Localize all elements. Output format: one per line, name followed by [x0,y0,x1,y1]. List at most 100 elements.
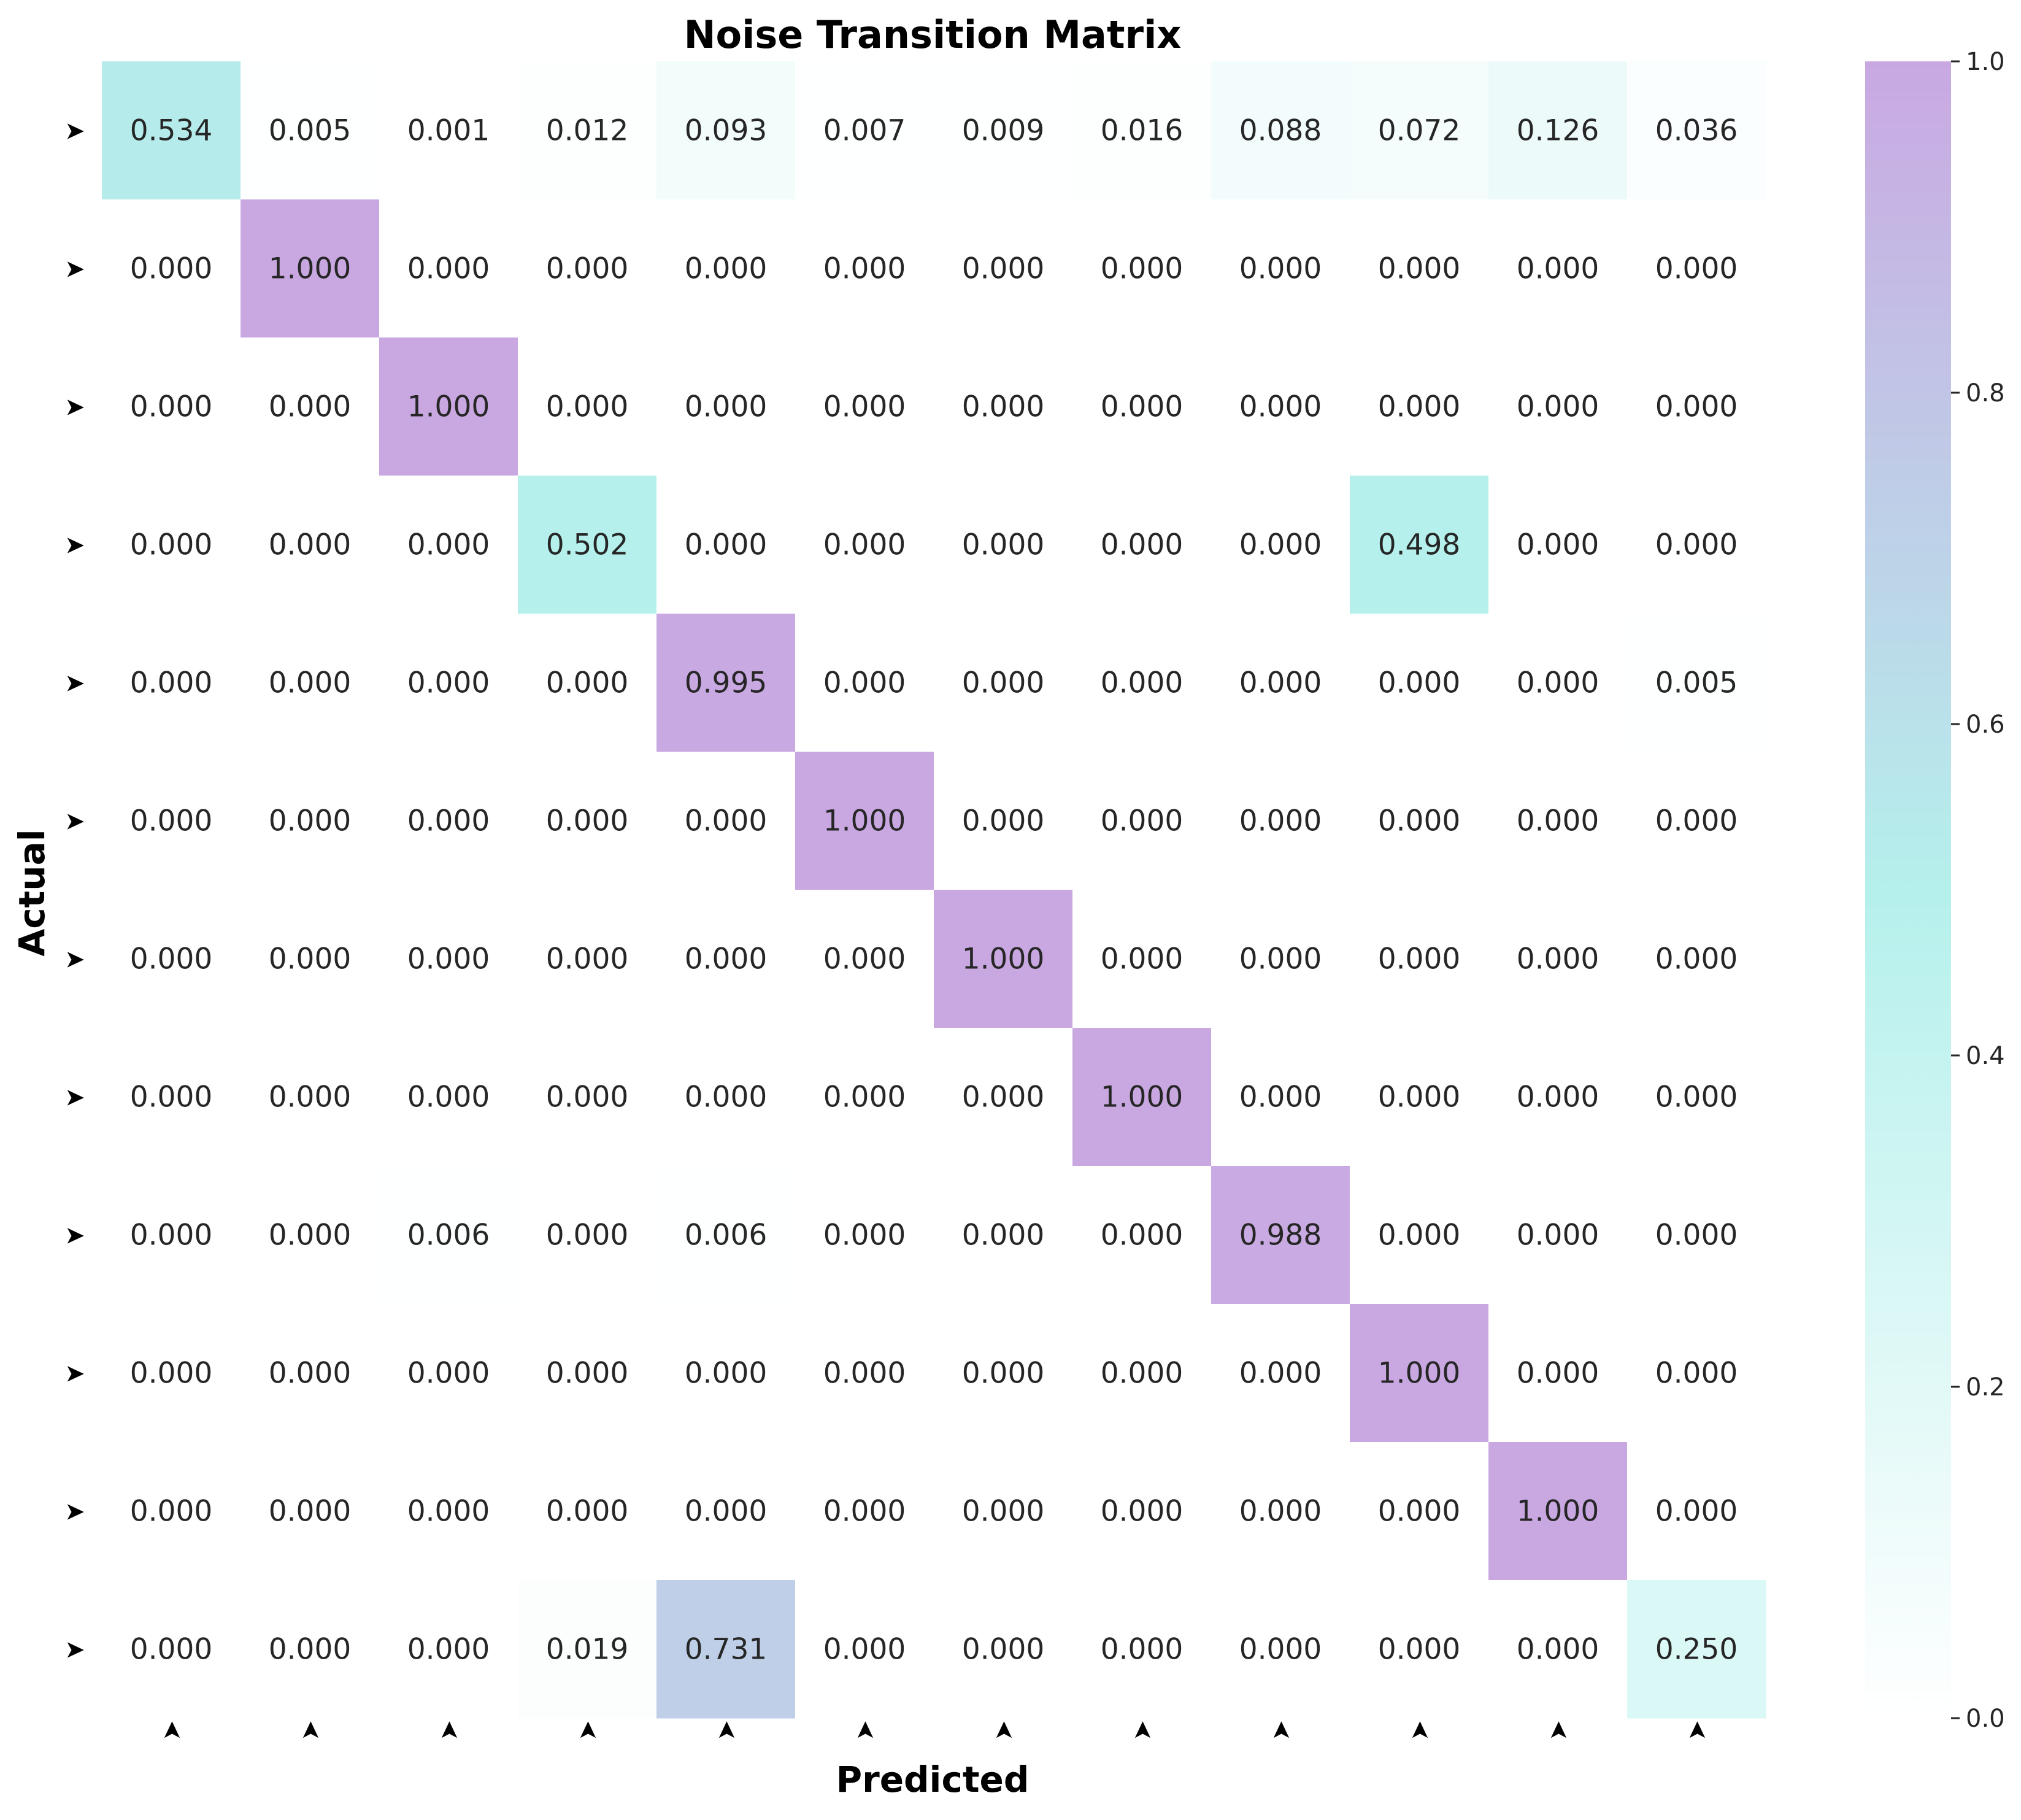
heatmap-cell [934,1442,1073,1581]
cell-value-label: 0.988 [1239,1219,1322,1252]
heatmap-cell [1350,614,1489,752]
heatmap-cell [1488,337,1628,476]
heatmap-cell [1072,1028,1212,1166]
heatmap-cell [1072,476,1212,614]
cell-value-label: 0.000 [1239,943,1322,976]
cell-value-label: 0.000 [962,1633,1045,1667]
cell-value-label: 0.000 [269,1495,352,1529]
cell-value-label: 0.000 [130,1495,213,1529]
row-tick-marker: ➤ [64,393,85,422]
cell-value-label: 0.000 [1101,390,1184,424]
cell-value-label: 0.000 [269,1081,352,1114]
cell-value-label: 0.000 [962,666,1045,700]
cell-value-label: 0.000 [1239,252,1322,286]
heatmap-cell [1488,476,1628,614]
cell-value-label: 0.000 [130,1219,213,1252]
cell-value-label: 0.000 [130,1633,213,1667]
cell-value-label: 0.000 [962,1495,1045,1529]
colorbar-tick-label: 0.0 [1966,1705,2005,1733]
column-tick-marker: ➤ [1406,1720,1434,1741]
heatmap-cell [1072,614,1212,752]
cell-value-label: 0.995 [685,666,768,700]
heatmap-cell [102,1442,241,1581]
cell-value-label: 0.001 [407,114,490,148]
heatmap-cell [379,1442,518,1581]
heatmap-cell [518,476,657,614]
heatmap-cell [1350,337,1489,476]
colorbar-tick-label: 1.0 [1966,48,2005,76]
heatmap-cell [1627,1304,1766,1443]
heatmap-cell [934,1028,1073,1166]
cell-value-label: 0.000 [1239,666,1322,700]
cell-value-label: 0.000 [1378,1495,1461,1529]
heatmap-cell-labels: 0.534 0.005 0.001 0.012 0.093 0.007 0.009 0.016… [130,114,1738,1667]
heatmap-cell [1488,1580,1628,1719]
cell-value-label: 1.000 [1517,1495,1599,1529]
heatmap-cell [795,1442,934,1581]
heatmap-cell [518,61,657,200]
heatmap-cell [1488,1304,1628,1443]
cell-value-label: 1.000 [823,804,906,838]
heatmap-cell [102,337,241,476]
heatmap-cell [1072,199,1212,338]
row-tick-marker: ➤ [64,1084,85,1112]
cell-value-label: 0.000 [685,1081,768,1114]
row-tick-marker: ➤ [64,1636,85,1664]
heatmap-cell [518,337,657,476]
cell-value-label: 0.502 [546,528,629,562]
heatmap-cell [934,614,1073,752]
heatmap-cell [1350,1442,1489,1581]
cell-value-label: 0.000 [1517,1633,1599,1667]
cell-value-label: 0.000 [269,390,352,424]
row-tick-marker: ➤ [64,1222,85,1250]
row-tick-marker: ➤ [64,946,85,974]
cell-value-label: 0.000 [823,1081,906,1114]
cell-value-label: 0.000 [685,804,768,838]
heatmap-cell [1488,199,1628,338]
cell-value-label: 0.000 [1239,804,1322,838]
cell-value-label: 0.000 [685,528,768,562]
heatmap-cell [1627,1580,1766,1719]
heatmap-cell [1488,614,1628,752]
heatmap-cell [102,1580,241,1719]
column-tick-marker: ➤ [1683,1720,1711,1741]
cell-value-label: 0.036 [1655,114,1738,148]
heatmap-cell [656,1304,796,1443]
cell-value-label: 0.000 [1655,1219,1738,1252]
cell-value-label: 0.000 [1239,390,1322,424]
heatmap-cell [379,1304,518,1443]
colorbar-tick-label: 0.2 [1966,1373,2005,1402]
colorbar-tick-label: 0.4 [1966,1042,2005,1070]
colorbar-tick-label: 0.6 [1966,711,2005,739]
cell-value-label: 0.000 [269,666,352,700]
heatmap-cell [1072,1166,1212,1305]
cell-value-label: 1.000 [1101,1081,1184,1114]
cell-value-label: 0.000 [823,528,906,562]
cell-value-label: 0.000 [1239,528,1322,562]
heatmap-cell [1350,1304,1489,1443]
colorbar-ticks: 0.0 0.2 0.4 0.6 0.8 1.0 [1951,48,2005,1733]
heatmap-cell [795,199,934,338]
heatmap-cell [1211,476,1350,614]
cell-value-label: 0.000 [269,528,352,562]
heatmap-cell [656,614,796,752]
heatmap-cell [934,1304,1073,1443]
heatmap-cell [1350,890,1489,1028]
cell-value-label: 0.000 [546,252,629,286]
heatmap-cell [241,476,380,614]
cell-value-label: 0.000 [407,528,490,562]
column-tick-marker: ➤ [435,1720,463,1741]
cell-value-label: 0.000 [407,252,490,286]
heatmap-cell [1072,890,1212,1028]
heatmap-cell [656,1028,796,1166]
cell-value-label: 0.000 [1101,666,1184,700]
cell-value-label: 0.007 [823,114,906,148]
cell-value-label: 0.000 [1655,1081,1738,1114]
cell-value-label: 0.000 [685,1357,768,1390]
cell-value-label: 0.000 [962,1081,1045,1114]
heatmap-cell [518,1304,657,1443]
heatmap-cell [1350,61,1489,200]
cell-value-label: 0.000 [823,666,906,700]
heatmap-cell [241,1580,380,1719]
